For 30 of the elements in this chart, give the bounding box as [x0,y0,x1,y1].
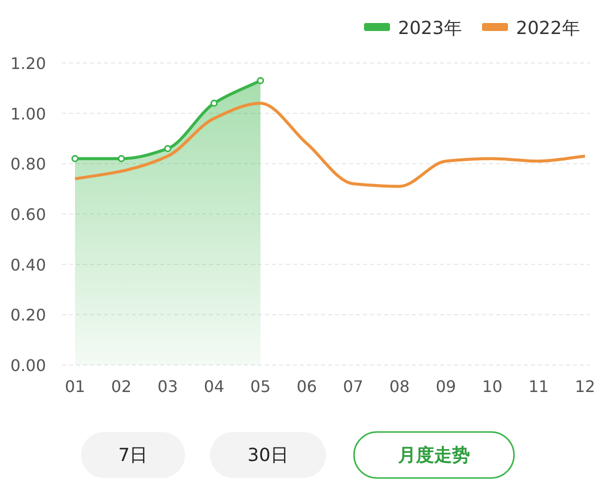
legend-label: 2022年 [516,18,580,39]
x-tick-label: 08 [389,377,410,396]
x-tick-label: 07 [343,377,364,396]
x-tick-label: 04 [204,377,224,396]
button: 月度走势 [353,431,515,479]
point [256,77,264,84]
x-tick-label: 10 [482,377,502,396]
y-tick-label: 0.40 [10,255,46,274]
y-tick-label: 1.20 [10,54,46,73]
point [164,144,172,152]
x-tick-label: 02 [111,377,132,396]
y-tick-label: 0.60 [10,205,46,224]
x-tick-label: 06 [296,377,317,396]
x-tick-label: 05 [250,377,271,396]
point [210,100,218,107]
legend-label: 2023年 [398,18,462,39]
x-tick-label: 03 [158,377,178,396]
x-tick-label: 12 [574,377,596,396]
line-series [74,102,586,188]
button: 7日 [81,432,185,478]
y-tick-label: 1.00 [10,104,46,124]
point [118,155,125,162]
point [71,155,79,162]
y-tick-label: 0.20 [10,306,46,325]
x-tick-label: 01 [64,377,86,396]
y-tick-label: 0.80 [10,154,46,174]
x-tick-label: 09 [436,377,456,396]
button: 30日 [210,432,326,478]
x-tick-label: 11 [528,377,549,396]
y-tick-label: 0.00 [10,356,46,375]
